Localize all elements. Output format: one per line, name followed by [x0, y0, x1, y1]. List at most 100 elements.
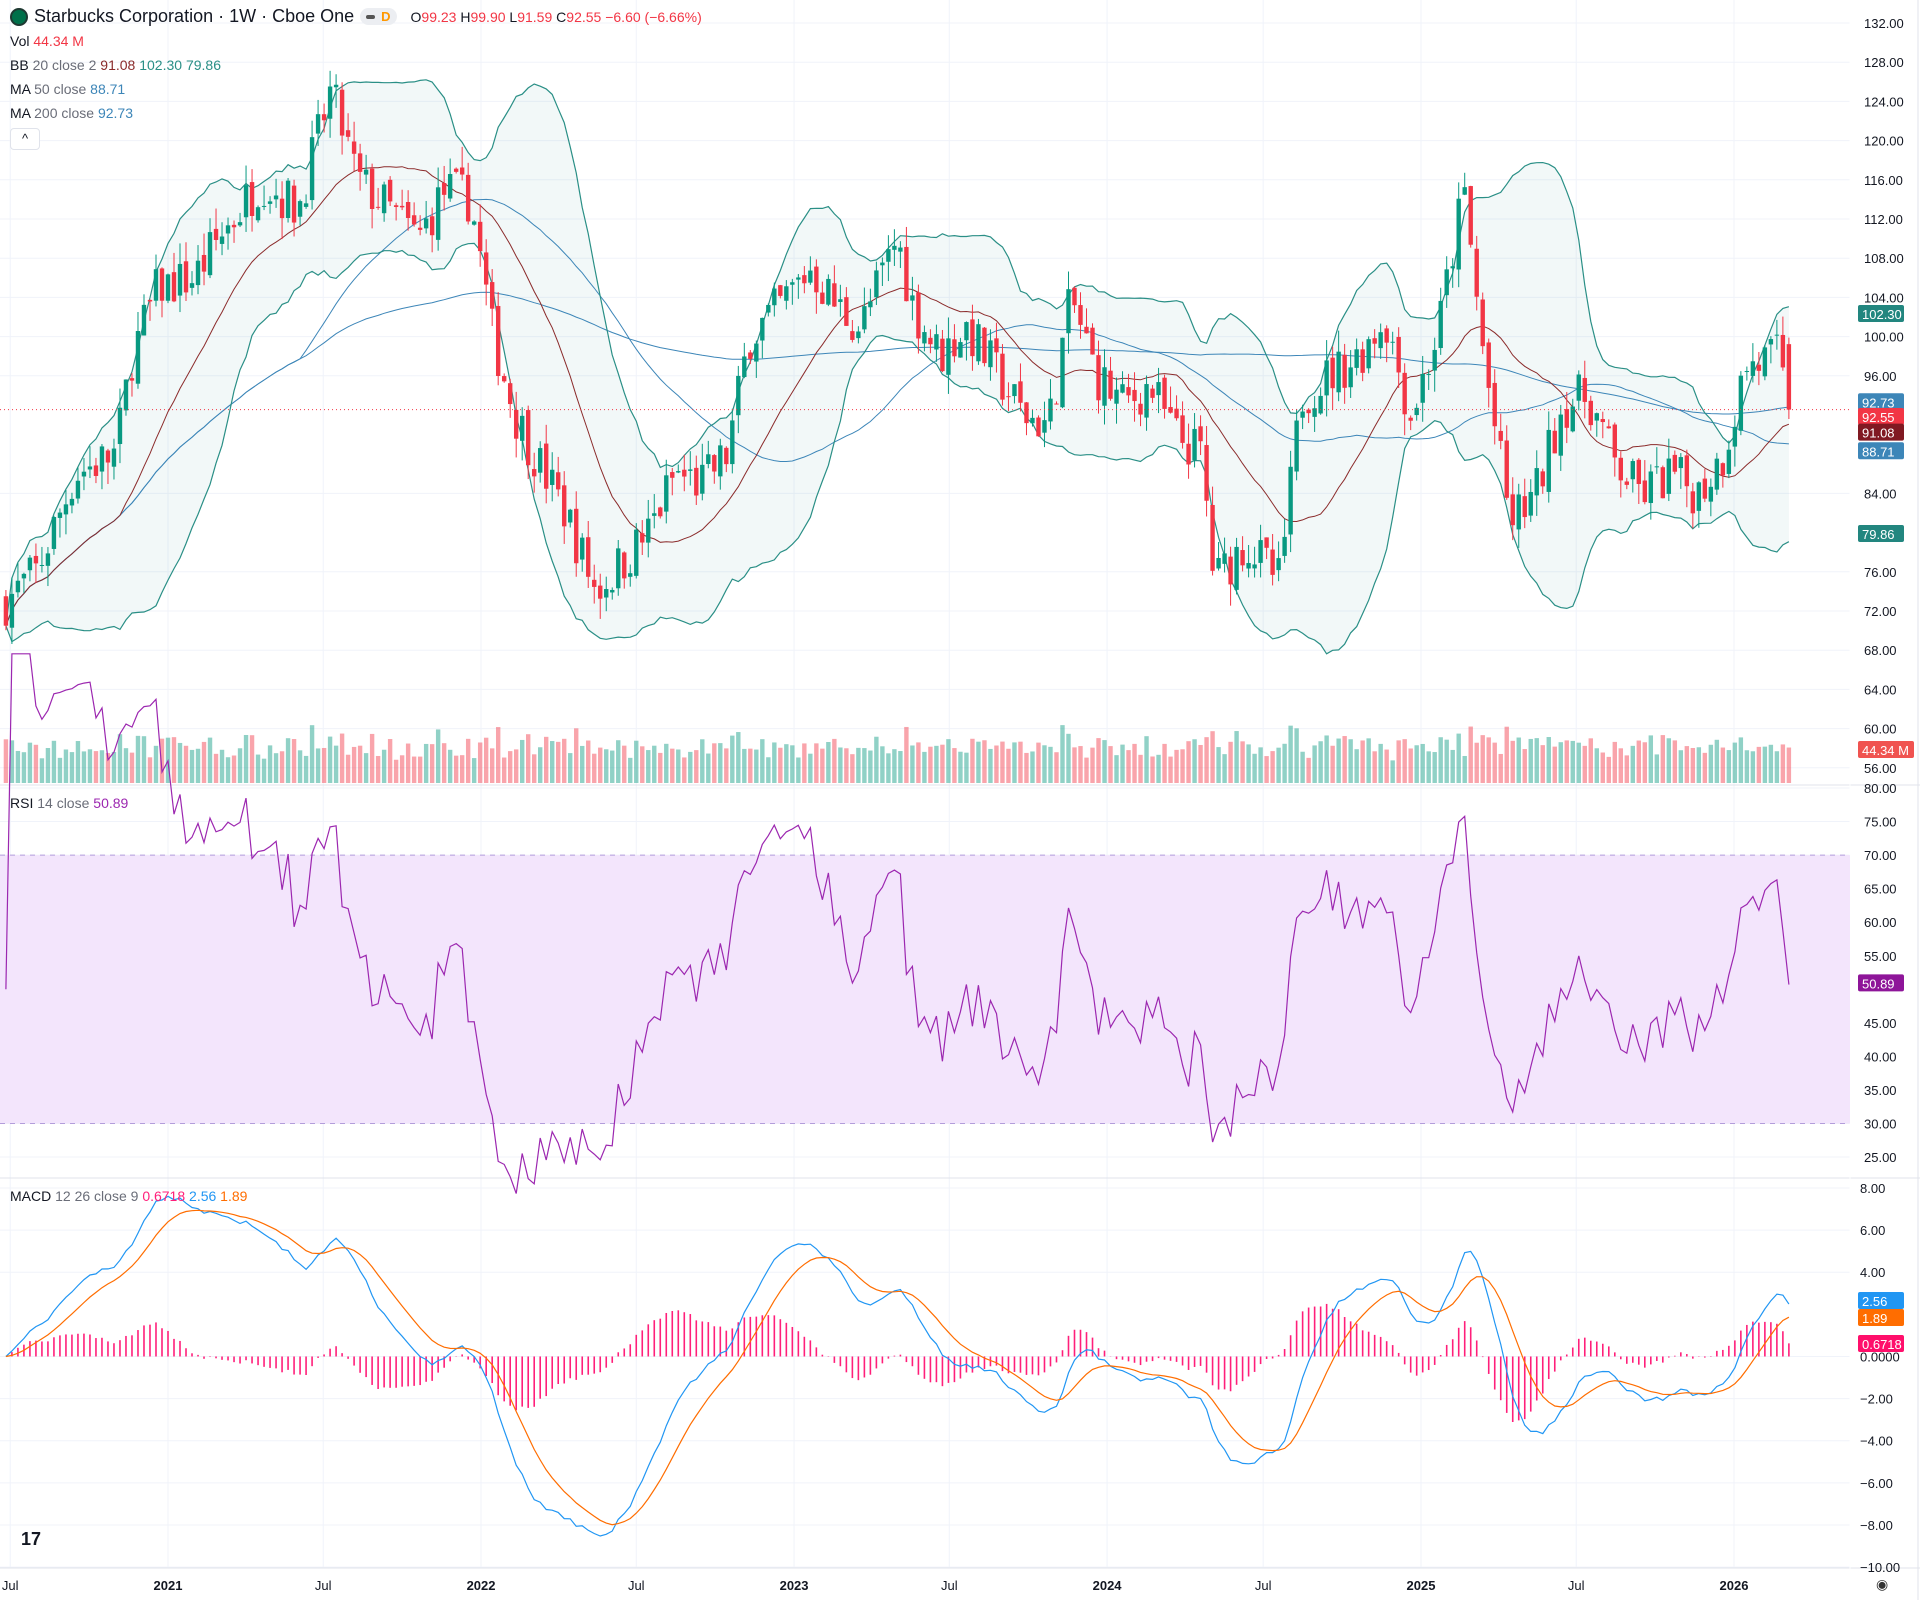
ma200-legend[interactable]: MA 200 close 92.73: [10, 105, 133, 121]
bb-legend[interactable]: BB 20 close 2 91.08 102.30 79.86: [10, 57, 221, 73]
market-status-pill[interactable]: D: [360, 8, 397, 25]
volume-bar: [910, 745, 915, 783]
volume-bar: [297, 750, 303, 783]
rsi-axis-label: 45.00: [1864, 1016, 1897, 1031]
volume-bar: [471, 758, 477, 783]
candle-body: [1186, 443, 1191, 465]
candle-body: [1438, 300, 1443, 349]
candle-body: [1588, 400, 1593, 426]
volume-bar: [225, 757, 231, 783]
volume-bar: [658, 752, 663, 783]
volume-bar: [153, 745, 159, 783]
candle-body: [1042, 420, 1047, 433]
volume-bar: [544, 736, 549, 783]
price-axis-label: 128.00: [1864, 55, 1904, 70]
candle-body: [231, 224, 237, 228]
volume-bar: [321, 747, 327, 783]
volume-bar: [405, 743, 411, 783]
volume-bar: [562, 738, 567, 783]
candle-body: [147, 299, 153, 302]
candle-body: [1708, 486, 1714, 502]
candle-body: [1462, 187, 1467, 195]
candle-body: [405, 202, 411, 218]
candle-body: [1168, 407, 1173, 413]
volume-bar: [105, 753, 111, 783]
candle-body: [1048, 398, 1053, 422]
candle-body: [1654, 466, 1660, 468]
candle-body: [838, 299, 843, 302]
volume-bar: [1420, 743, 1425, 783]
volume-bar: [423, 743, 429, 783]
macd-legend[interactable]: MACD 12 26 close 9 0.6718 2.56 1.89: [10, 1188, 248, 1204]
macd-axis-label: 0.0000: [1860, 1349, 1900, 1364]
candle-body: [532, 469, 537, 477]
candle-body: [357, 153, 363, 172]
candle-body: [868, 301, 873, 308]
candle-body: [988, 340, 993, 368]
volume-bar: [1744, 750, 1750, 783]
candle-body: [1774, 334, 1780, 336]
candle-body: [1696, 482, 1702, 511]
volume-bar: [1162, 743, 1167, 783]
volume-bar: [447, 749, 453, 783]
symbol-title[interactable]: Starbucks Corporation · 1W · Cboe One: [34, 6, 355, 26]
candle-body: [207, 232, 213, 276]
volume-bar: [988, 748, 993, 783]
volume-bar: [1606, 756, 1611, 783]
candle-body: [435, 187, 441, 240]
candle-body: [381, 184, 387, 214]
candle-body: [1744, 371, 1750, 373]
volume-bar: [1720, 747, 1726, 783]
candle-body: [1114, 389, 1119, 404]
volume-bar: [123, 748, 129, 783]
volume-bar: [261, 758, 267, 783]
rsi-axis-label: 55.00: [1864, 949, 1897, 964]
candle-body: [1510, 494, 1515, 526]
volume-bar: [622, 745, 627, 783]
ma50-legend[interactable]: MA 50 close 88.71: [10, 81, 126, 97]
candle-body: [1600, 419, 1605, 423]
rsi-legend[interactable]: RSI 14 close 50.89: [10, 795, 129, 811]
candle-body: [1348, 367, 1353, 388]
candle-body: [1522, 496, 1527, 518]
candle-body: [724, 447, 729, 465]
volume-bar: [1354, 749, 1359, 783]
volume-bar: [387, 739, 393, 783]
ma200-line: [5, 291, 1789, 626]
volume-bar: [1102, 740, 1107, 783]
vol-legend[interactable]: Vol 44.34 M: [10, 33, 84, 49]
volume-bar: [1510, 740, 1515, 783]
candle-body: [387, 179, 393, 202]
last-price-badge-text: 92.55: [1862, 410, 1895, 425]
volume-bar: [1186, 741, 1191, 783]
volume-bar: [904, 726, 909, 783]
volume-badge: [1858, 741, 1914, 758]
volume-bar: [1438, 737, 1443, 783]
candle-body: [772, 288, 777, 306]
eye-settings-icon[interactable]: ◉: [1876, 1576, 1889, 1592]
candle-body: [459, 167, 465, 175]
bb-lower-badge-text: 79.86: [1862, 527, 1895, 542]
candle-body: [75, 480, 81, 499]
volume-bar: [1546, 737, 1551, 783]
volume-bar: [249, 735, 255, 783]
volume-bar: [87, 749, 93, 783]
tradingview-logo-icon[interactable]: 17: [14, 1526, 48, 1552]
candle-body: [1210, 504, 1215, 571]
candle-body: [1624, 481, 1629, 485]
rsi-badge: [1858, 974, 1904, 992]
candle-body: [483, 252, 489, 285]
collapse-legend-button[interactable]: ^: [10, 128, 40, 150]
volume-bar: [766, 757, 771, 783]
price-axis-label: 100.00: [1864, 330, 1904, 345]
candle-body: [1456, 198, 1461, 270]
volume-bar: [1570, 740, 1575, 783]
candle-body: [1720, 463, 1726, 476]
volume-bar: [604, 749, 609, 783]
candle-body: [556, 472, 561, 490]
volume-bar: [640, 746, 645, 783]
candle-body: [333, 84, 339, 88]
volume-bar: [1594, 748, 1599, 783]
candle-body: [1054, 403, 1059, 405]
